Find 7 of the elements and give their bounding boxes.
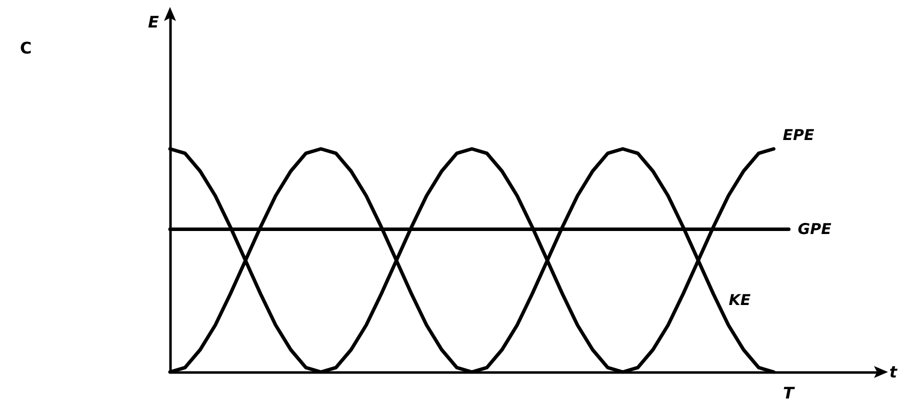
- series-label: GPE: [798, 220, 832, 238]
- x-axis-title: t: [889, 362, 898, 382]
- text: C: [20, 38, 32, 58]
- series-label: EPE: [782, 126, 815, 144]
- text: T: [783, 384, 795, 402]
- text: E: [148, 12, 159, 32]
- series-label: KE: [728, 291, 752, 309]
